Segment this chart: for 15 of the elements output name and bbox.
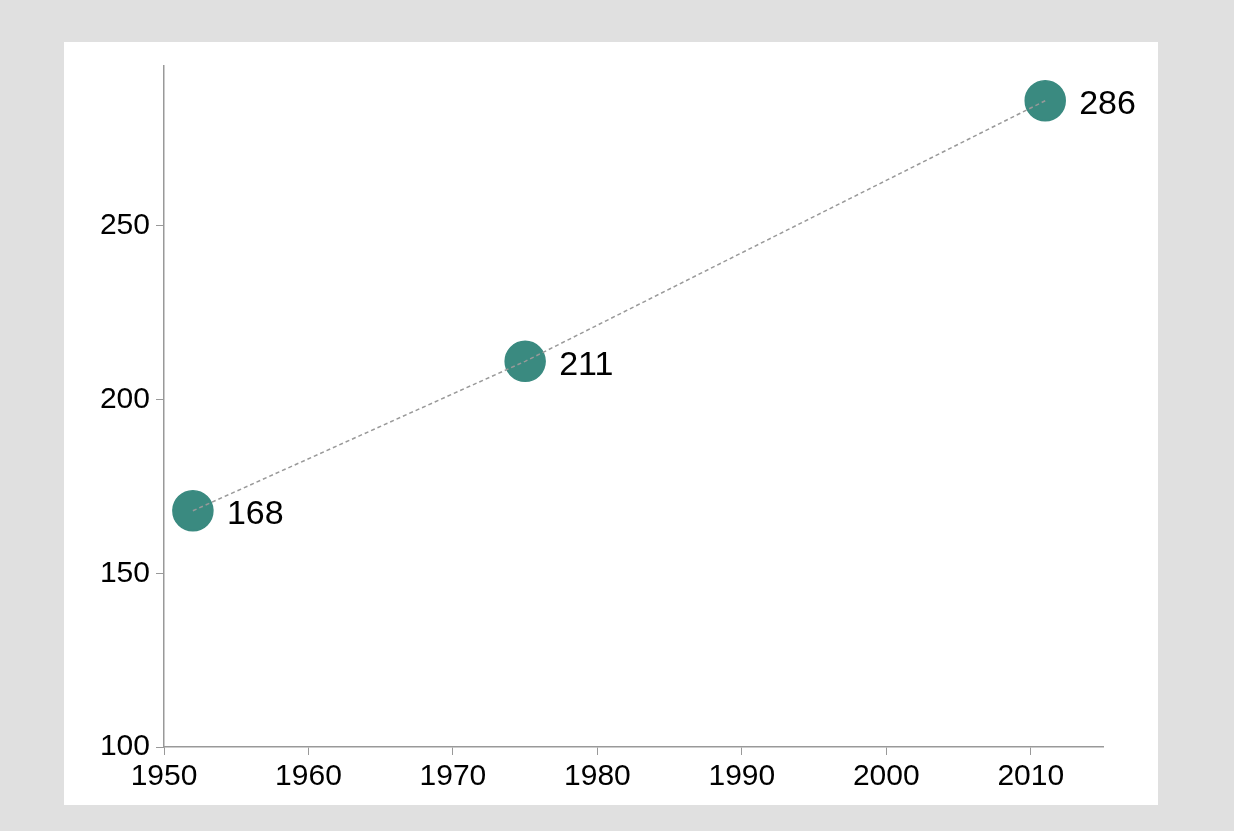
y-tick-label: 150 [99, 554, 150, 588]
point [1024, 80, 1066, 122]
data-label: 286 [1079, 83, 1136, 122]
data-label: 168 [226, 493, 284, 532]
x-tick-label: 1970 [419, 758, 487, 792]
x-tick-label: 1990 [708, 758, 776, 792]
x-tick-label: 1980 [564, 758, 631, 792]
x-tick-label: 2010 [997, 758, 1065, 792]
x-tick-label: 2000 [852, 758, 920, 792]
x-tick-label: 1960 [275, 758, 342, 792]
point [504, 340, 546, 383]
y-tick-label: 200 [99, 380, 150, 414]
point [172, 489, 214, 532]
data-label: 211 [559, 343, 614, 382]
y-tick-label: 250 [99, 207, 150, 241]
